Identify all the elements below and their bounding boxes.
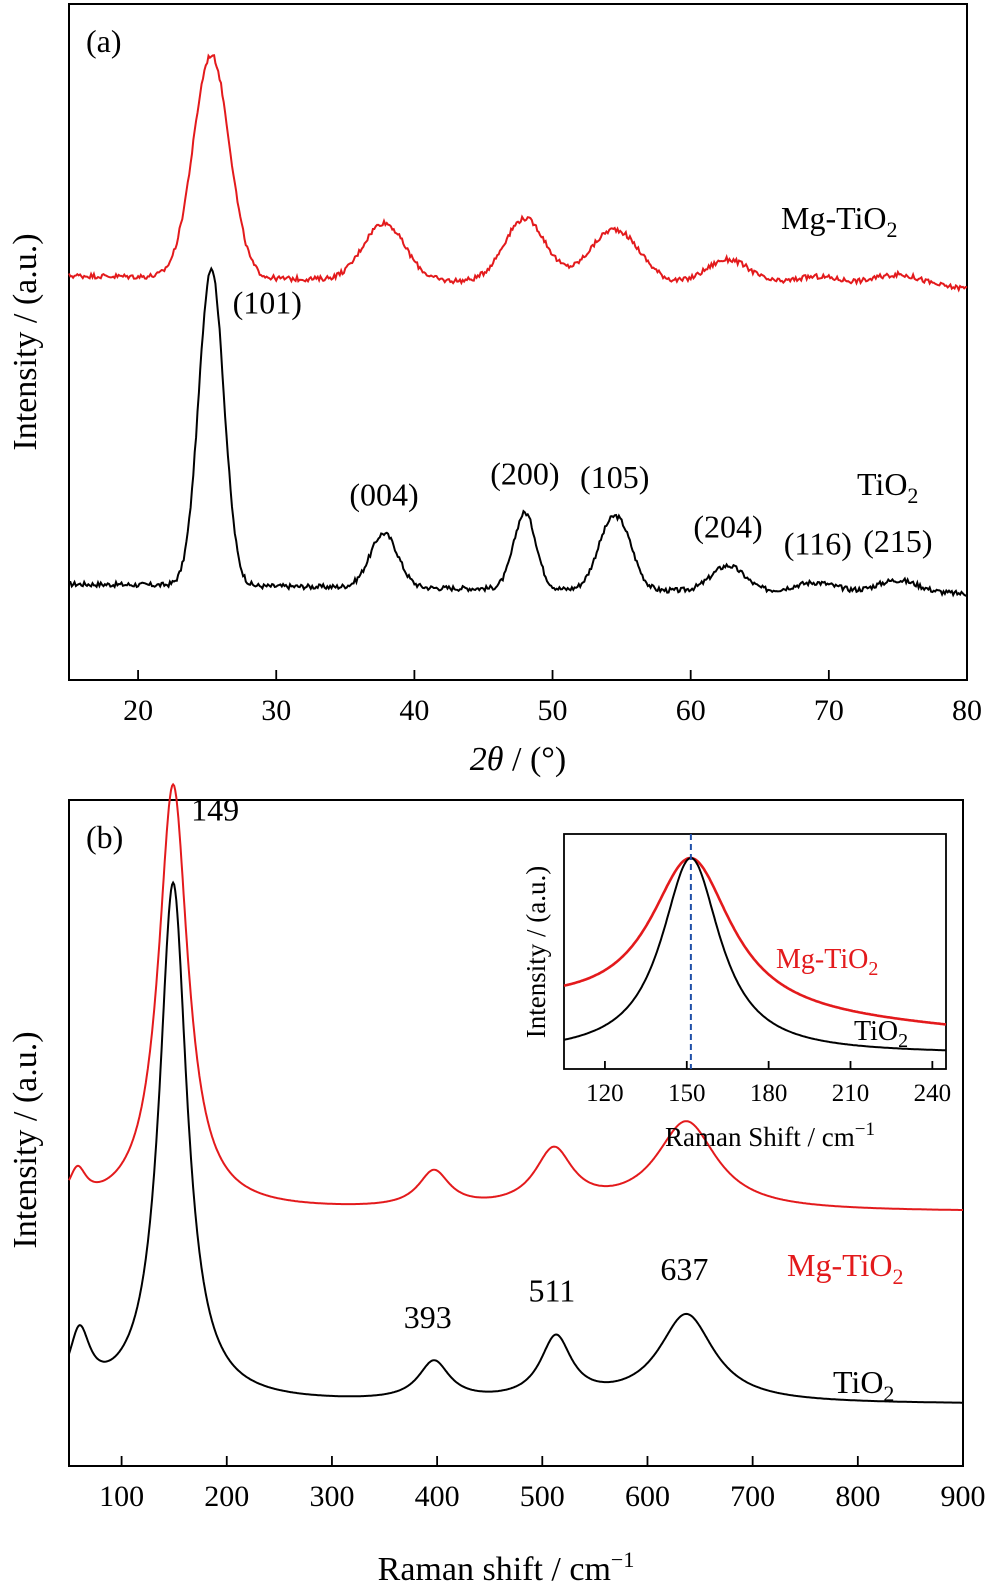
inset-x-tick-label: 180 bbox=[750, 1080, 788, 1107]
xrd-x-tick-label: 70 bbox=[814, 694, 844, 727]
raman-peak-label: 393 bbox=[404, 1299, 452, 1335]
inset-x-ticks: 120 150 180 210 240 bbox=[586, 1061, 951, 1107]
xrd-series-label-tio2: TiO2 bbox=[857, 466, 918, 508]
inset-series-line-tio2 bbox=[563, 856, 947, 1052]
xrd-x-tick-label: 40 bbox=[399, 694, 429, 727]
raman-x-tick-label: 400 bbox=[415, 1480, 460, 1513]
raman-panel-label: (b) bbox=[86, 819, 123, 855]
inset-x-tick-label: 240 bbox=[914, 1080, 952, 1107]
xrd-x-tick-label: 20 bbox=[123, 694, 153, 727]
raman-x-tick-label: 800 bbox=[835, 1480, 880, 1513]
xrd-series-line-mg-tio2 bbox=[68, 53, 968, 293]
raman-series-label-tio2: TiO2 bbox=[833, 1364, 894, 1406]
raman-series-line-mg-tio2 bbox=[68, 782, 963, 1211]
inset-series-group bbox=[563, 856, 947, 1052]
raman-series-label-mg-tio2: Mg-TiO2 bbox=[787, 1247, 904, 1289]
inset-y-axis-label: Intensity / (a.u.) bbox=[521, 866, 551, 1038]
raman-x-tick-label: 100 bbox=[99, 1480, 144, 1513]
xrd-peak-label: (101) bbox=[233, 285, 302, 321]
xrd-x-tick-label: 50 bbox=[538, 694, 568, 727]
xrd-series-line-tio2 bbox=[68, 266, 968, 598]
raman-x-tick-label: 700 bbox=[730, 1480, 775, 1513]
xrd-series-label-mg-tio2: Mg-TiO2 bbox=[781, 200, 898, 242]
xrd-x-tick-label: 60 bbox=[676, 694, 706, 727]
inset-series-line-mg-tio2 bbox=[563, 856, 947, 1026]
inset-series-label-tio2: TiO2 bbox=[854, 1016, 908, 1052]
raman-peak-labels: 149 393 511 637 bbox=[191, 791, 708, 1335]
xrd-peak-label: (004) bbox=[349, 476, 418, 512]
raman-series-line-tio2 bbox=[68, 880, 963, 1404]
xrd-peak-labels: (101) (004) (200) (105) (204) (116) (215) bbox=[233, 285, 933, 562]
xrd-peak-label: (215) bbox=[863, 523, 932, 559]
xrd-peak-label: (116) bbox=[784, 526, 852, 562]
raman-peak-label: 149 bbox=[191, 791, 239, 827]
raman-x-tick-label: 900 bbox=[941, 1480, 986, 1513]
xrd-panel-label: (a) bbox=[86, 23, 122, 59]
raman-x-tick-label: 500 bbox=[520, 1480, 565, 1513]
xrd-peak-label: (204) bbox=[693, 509, 762, 545]
raman-x-tick-label: 300 bbox=[309, 1480, 354, 1513]
raman-series-group bbox=[68, 782, 963, 1404]
xrd-peak-label: (105) bbox=[580, 459, 649, 495]
inset-series-label-mg-tio2: Mg-TiO2 bbox=[776, 944, 878, 980]
xrd-x-ticks: 20 30 40 50 60 70 80 bbox=[123, 670, 982, 727]
inset-x-tick-label: 120 bbox=[586, 1080, 624, 1107]
raman-peak-label: 511 bbox=[528, 1272, 575, 1308]
raman-x-tick-label: 200 bbox=[204, 1480, 249, 1513]
inset-x-tick-label: 210 bbox=[832, 1080, 870, 1107]
xrd-x-tick-label: 30 bbox=[261, 694, 291, 727]
raman-plot-frame bbox=[68, 799, 964, 1467]
raman-peak-label: 637 bbox=[660, 1251, 708, 1287]
raman-panel: 100 200 300 400 500 600 700 800 900 Raman shift … bbox=[7, 782, 986, 1588]
xrd-peak-label: (200) bbox=[490, 456, 559, 492]
xrd-x-axis-label: 2θ / (°) bbox=[470, 741, 566, 778]
raman-x-tick-label: 600 bbox=[625, 1480, 670, 1513]
inset-x-tick-label: 150 bbox=[668, 1080, 706, 1107]
raman-y-axis-label: Intensity / (a.u.) bbox=[7, 1031, 44, 1248]
raman-inset: 120 150 180 210 240 Raman Shift / cm−1 Inten… bbox=[521, 833, 951, 1152]
raman-x-axis-label: Raman shift / cm−1 bbox=[378, 1547, 635, 1588]
xrd-series-group bbox=[68, 53, 968, 598]
xrd-x-tick-label: 80 bbox=[952, 694, 982, 727]
xrd-panel: 20 30 40 50 60 70 80 2θ / (°) Intensity / (a.u… bbox=[7, 3, 982, 778]
xrd-y-axis-label: Intensity / (a.u.) bbox=[7, 233, 44, 450]
xrd-plot-frame bbox=[68, 3, 968, 681]
raman-x-ticks: 100 200 300 400 500 600 700 800 900 bbox=[99, 1456, 986, 1513]
inset-x-axis-label: Raman Shift / cm−1 bbox=[665, 1119, 875, 1152]
